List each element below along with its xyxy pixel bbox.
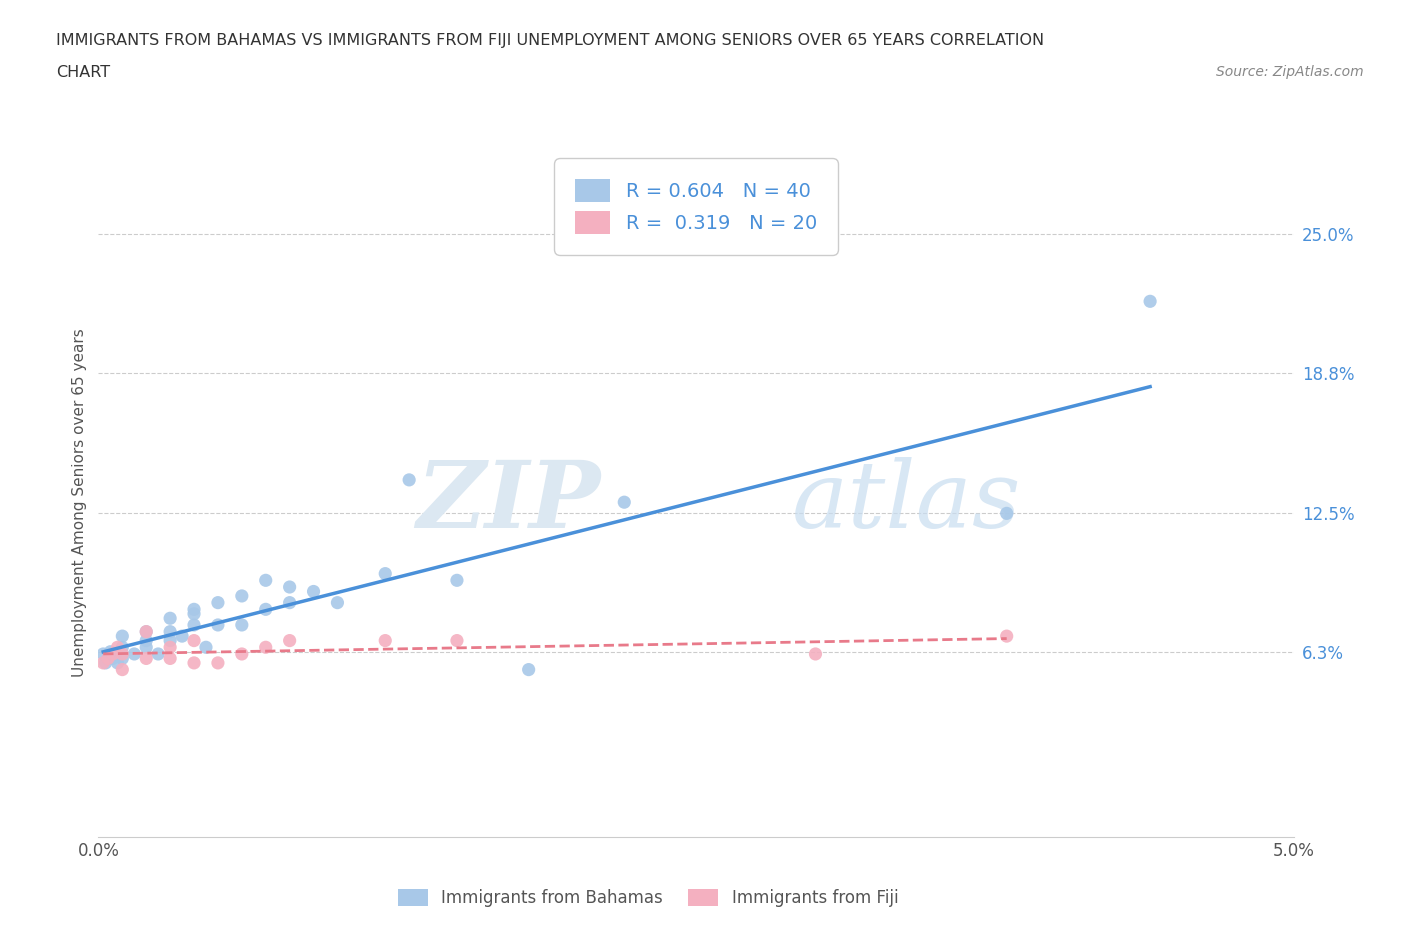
Legend: Immigrants from Bahamas, Immigrants from Fiji: Immigrants from Bahamas, Immigrants from… <box>389 881 907 916</box>
Point <box>107 656 129 671</box>
Point <box>613 495 636 510</box>
Point <box>231 618 253 632</box>
Point <box>107 640 129 655</box>
Point <box>97 651 120 666</box>
Point <box>278 595 301 610</box>
Text: atlas: atlas <box>792 458 1021 547</box>
Point <box>207 618 229 632</box>
Point <box>101 646 124 661</box>
Point <box>207 595 229 610</box>
Point <box>254 573 277 588</box>
Point <box>159 651 181 666</box>
Point <box>94 656 117 671</box>
Point <box>374 633 396 648</box>
Point <box>995 629 1018 644</box>
Point <box>804 646 827 661</box>
Point <box>159 624 181 639</box>
Point <box>374 566 396 581</box>
Point <box>135 633 157 648</box>
Point <box>195 640 218 655</box>
Point <box>111 629 134 644</box>
Point <box>446 633 468 648</box>
Point <box>159 611 181 626</box>
Point <box>159 640 181 655</box>
Point <box>135 624 157 639</box>
Point <box>104 646 127 661</box>
Point <box>124 646 146 661</box>
Point <box>183 606 205 621</box>
Point <box>91 656 114 671</box>
Point <box>302 584 325 599</box>
Point <box>446 573 468 588</box>
Point <box>254 602 277 617</box>
Point <box>97 651 120 666</box>
Text: CHART: CHART <box>56 65 110 80</box>
Point <box>326 595 349 610</box>
Point <box>111 651 134 666</box>
Point <box>159 633 181 648</box>
Point <box>1139 294 1161 309</box>
Point <box>135 640 157 655</box>
Text: IMMIGRANTS FROM BAHAMAS VS IMMIGRANTS FROM FIJI UNEMPLOYMENT AMONG SENIORS OVER : IMMIGRANTS FROM BAHAMAS VS IMMIGRANTS FR… <box>56 33 1045 47</box>
Point <box>183 602 205 617</box>
Y-axis label: Unemployment Among Seniors over 65 years: Unemployment Among Seniors over 65 years <box>72 328 87 677</box>
Point <box>517 662 540 677</box>
Point <box>148 646 170 661</box>
Point <box>278 633 301 648</box>
Point <box>278 579 301 594</box>
Point <box>135 624 157 639</box>
Point <box>111 640 134 655</box>
Point <box>231 589 253 604</box>
Point <box>91 646 114 661</box>
Point <box>231 646 253 661</box>
Point <box>183 656 205 671</box>
Text: Source: ZipAtlas.com: Source: ZipAtlas.com <box>1216 65 1364 79</box>
Point <box>183 618 205 632</box>
Point <box>101 651 124 666</box>
Point <box>135 651 157 666</box>
Point <box>100 644 122 659</box>
Point <box>995 506 1018 521</box>
Point <box>254 640 277 655</box>
Text: ZIP: ZIP <box>416 458 600 547</box>
Point <box>111 662 134 677</box>
Point <box>398 472 420 487</box>
Point <box>207 656 229 671</box>
Point <box>183 633 205 648</box>
Point <box>111 646 134 661</box>
Point <box>172 629 194 644</box>
